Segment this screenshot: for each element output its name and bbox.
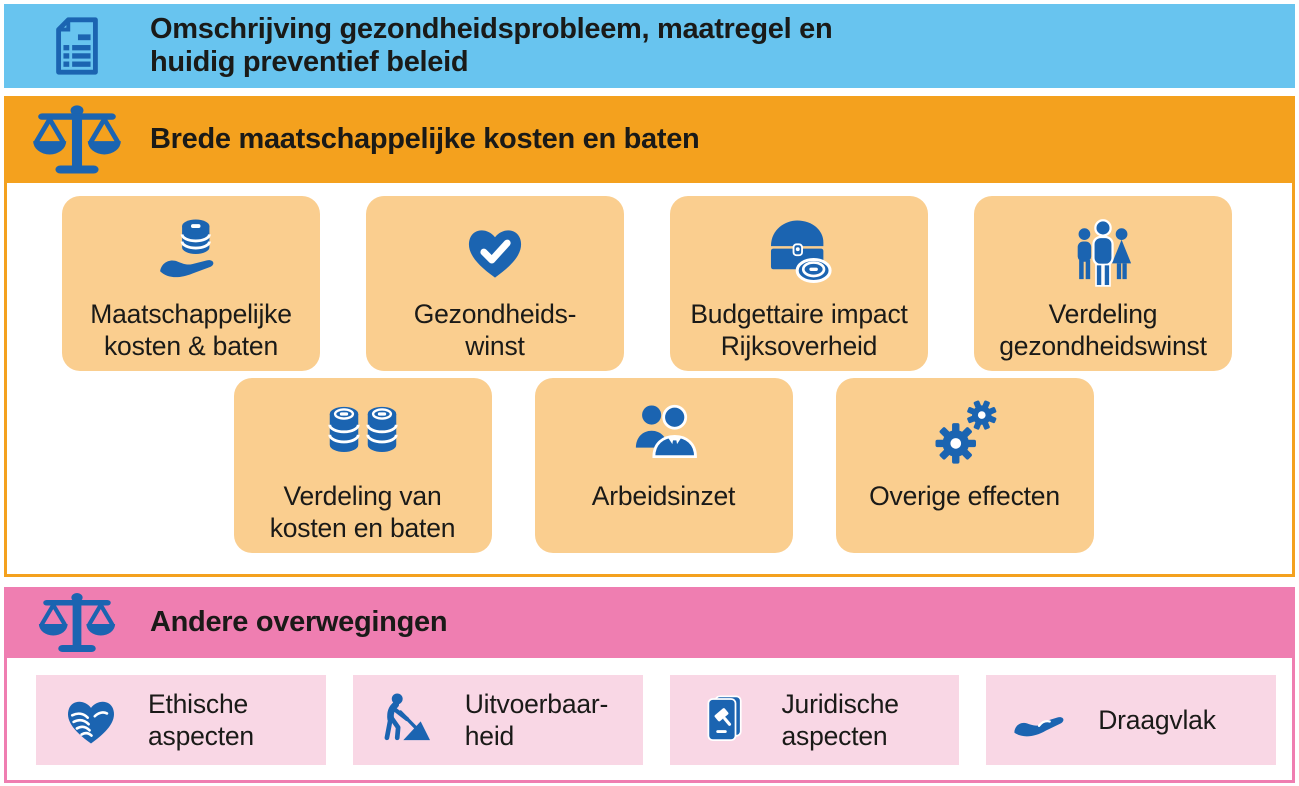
card-label: Maatschappelijke kosten & baten [90, 299, 292, 361]
section-other-considerations: Andere overwegingen Ethische aspecten Ui… [4, 587, 1295, 783]
other-considerations-body: Ethische aspecten Uitvoerbaar- heid Juri… [4, 658, 1295, 783]
section-other-considerations-title: Andere overwegingen [150, 606, 448, 638]
document-icon [4, 15, 150, 77]
treasure-chest-icon [760, 208, 838, 294]
card-label: Overige effecten [869, 481, 1060, 511]
section-costs-benefits-band: Brede maatschappelijke kosten en baten [4, 96, 1295, 183]
card-budgettaire-impact: Budgettaire impact Rijksoverheid [670, 196, 928, 371]
other-considerations-row: Ethische aspecten Uitvoerbaar- heid Juri… [7, 675, 1292, 765]
section-costs-benefits: Brede maatschappelijke kosten en baten M… [4, 96, 1295, 577]
handshake-heart-icon [60, 690, 122, 750]
card-gezondheidswinst: Gezondheids- winst [366, 196, 624, 371]
card-verdeling-gezondheidswinst: Verdeling gezondheidswinst [974, 196, 1232, 371]
section-costs-benefits-title: Brede maatschappelijke kosten en baten [150, 123, 700, 155]
costs-benefits-row-2: Verdeling van kosten en baten Arbeidsinz… [21, 378, 1299, 553]
card-draagvlak: Draagvlak [986, 675, 1276, 765]
open-hand-icon [1010, 689, 1072, 751]
card-label: Draagvlak [1098, 705, 1216, 735]
two-persons-icon [628, 390, 700, 476]
card-label: Verdeling gezondheidswinst [999, 299, 1207, 361]
law-book-icon [694, 692, 756, 748]
card-label: Budgettaire impact Rijksoverheid [690, 299, 908, 361]
costs-benefits-row-1: Maatschappelijke kosten & baten Gezondhe… [7, 196, 1292, 371]
scales-icon [4, 103, 150, 177]
people-group-icon [1067, 208, 1139, 294]
coins-hand-icon [153, 208, 229, 294]
card-label: Ethische aspecten [148, 689, 254, 751]
card-uitvoerbaarheid: Uitvoerbaar- heid [352, 675, 643, 765]
construction-worker-icon [377, 690, 439, 750]
card-overige-effecten: Overige effecten [835, 378, 1094, 553]
card-label: Verdeling van kosten en baten [269, 481, 456, 543]
card-juridische-aspecten: Juridische aspecten [669, 675, 960, 765]
card-label: Arbeidsinzet [591, 481, 736, 511]
scales-icon [4, 591, 150, 655]
section-description-title: Omschrijving gezondheidsprobleem, maatre… [150, 13, 833, 78]
card-ethische-aspecten: Ethische aspecten [36, 675, 326, 765]
card-label: Juridische aspecten [781, 689, 900, 751]
card-label: Uitvoerbaar- heid [464, 689, 609, 751]
card-verdeling-kosten-baten: Verdeling van kosten en baten [233, 378, 492, 553]
costs-benefits-body: Maatschappelijke kosten & baten Gezondhe… [4, 183, 1295, 577]
heart-check-icon [461, 208, 529, 294]
section-description-band: Omschrijving gezondheidsprobleem, maatre… [4, 4, 1295, 88]
section-other-considerations-band: Andere overwegingen [4, 587, 1295, 658]
gears-icon [928, 390, 1002, 476]
card-label: Gezondheids- winst [413, 299, 577, 361]
coin-stacks-icon [325, 390, 401, 476]
card-maatschappelijke-kosten-baten: Maatschappelijke kosten & baten [62, 196, 320, 371]
card-arbeidsinzet: Arbeidsinzet [534, 378, 793, 553]
